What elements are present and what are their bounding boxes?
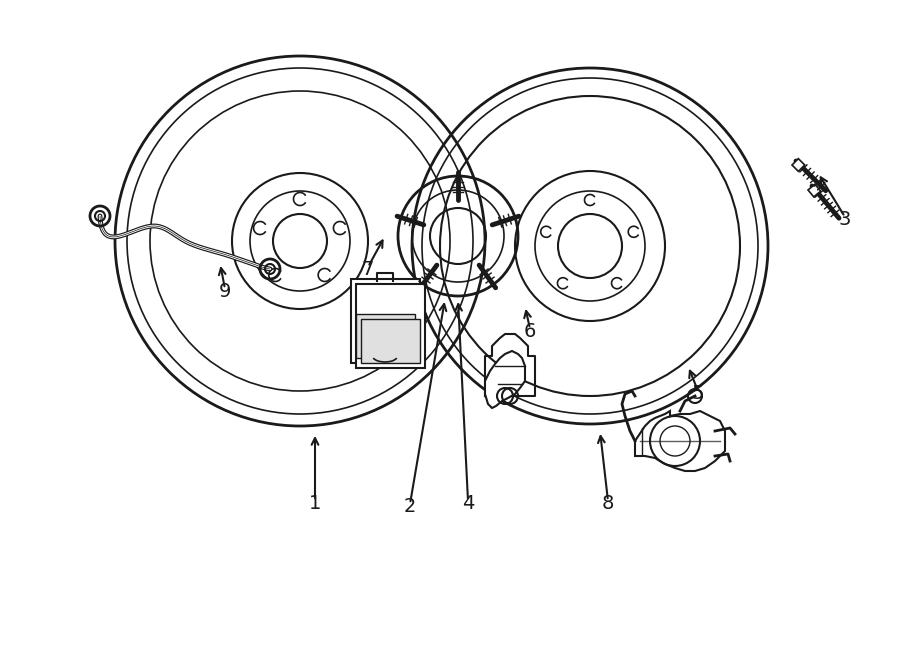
Text: 3: 3 <box>839 210 851 229</box>
Polygon shape <box>485 351 525 408</box>
Text: 6: 6 <box>524 322 536 341</box>
Text: 8: 8 <box>602 494 614 513</box>
FancyBboxPatch shape <box>351 279 420 363</box>
Polygon shape <box>635 411 725 471</box>
Bar <box>356 314 415 358</box>
Text: 7: 7 <box>362 260 374 279</box>
Bar <box>361 319 420 363</box>
Bar <box>808 184 821 197</box>
Text: 1: 1 <box>309 494 321 513</box>
Bar <box>792 159 805 171</box>
Text: 9: 9 <box>219 282 231 301</box>
Text: 5: 5 <box>692 384 704 403</box>
Text: 2: 2 <box>404 497 416 516</box>
FancyBboxPatch shape <box>356 284 425 368</box>
Text: 4: 4 <box>462 494 474 513</box>
